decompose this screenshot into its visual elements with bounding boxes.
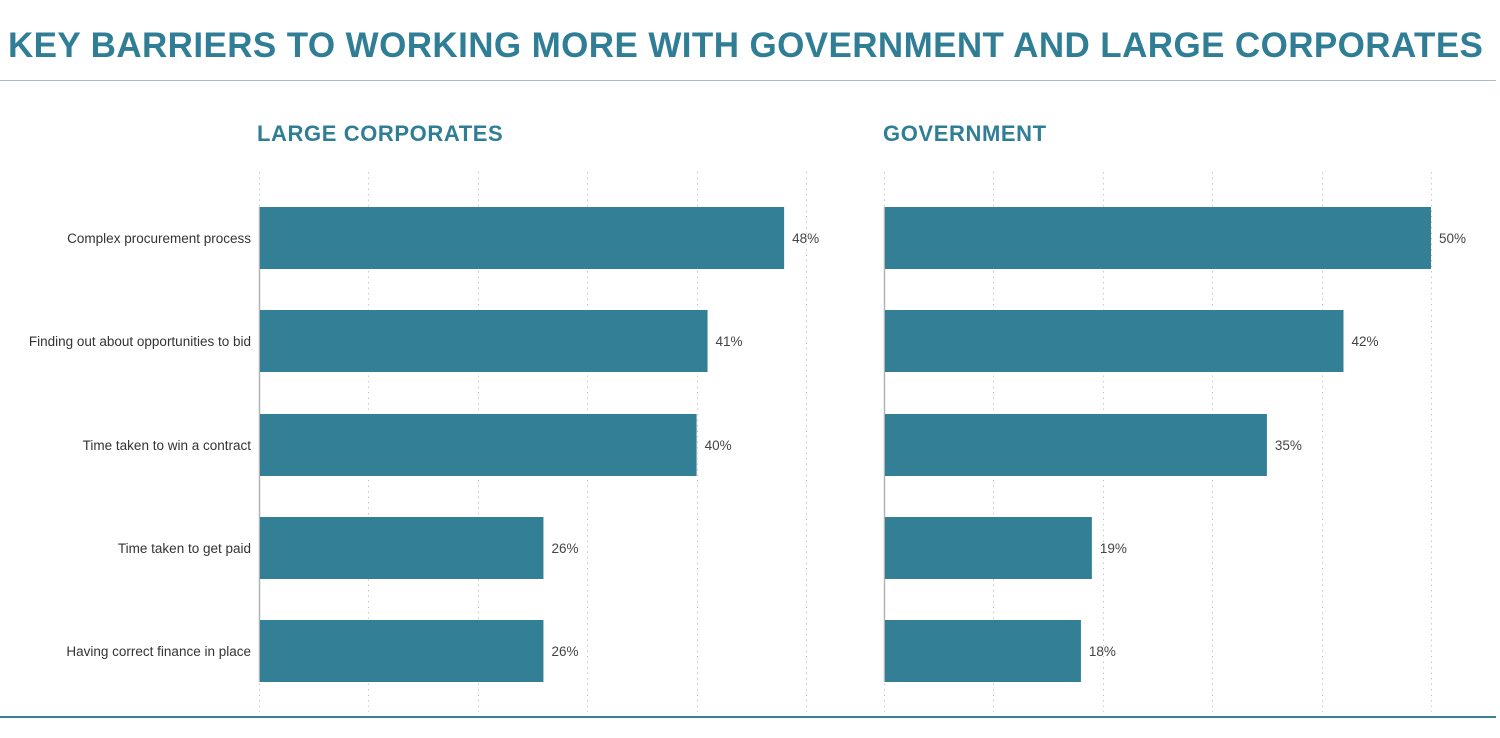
value-label: 26% — [551, 541, 578, 556]
category-label: Finding out about opportunities to bid — [29, 334, 251, 349]
panel-title-government: GOVERNMENT — [883, 121, 1047, 146]
bottom-divider — [0, 716, 1496, 718]
bar-government-4 — [885, 517, 1092, 579]
value-label: 19% — [1100, 541, 1127, 556]
value-label: 50% — [1439, 231, 1466, 246]
value-label: 35% — [1275, 438, 1302, 453]
title-divider — [0, 80, 1496, 81]
bar-large-corporates-4 — [260, 517, 544, 579]
bar-government-2 — [885, 310, 1344, 372]
bar-government-1 — [885, 207, 1431, 269]
value-label: 40% — [705, 438, 732, 453]
bar-large-corporates-1 — [260, 207, 785, 269]
bar-large-corporates-2 — [260, 310, 708, 372]
value-label: 26% — [551, 644, 578, 659]
panel-title-large-corporates: LARGE CORPORATES — [257, 121, 504, 146]
page-title: KEY BARRIERS TO WORKING MORE WITH GOVERN… — [8, 26, 1484, 65]
bar-large-corporates-5 — [260, 620, 544, 682]
category-label: Time taken to win a contract — [83, 438, 252, 453]
value-label: 41% — [716, 334, 743, 349]
category-label: Complex procurement process — [67, 231, 251, 246]
value-label: 48% — [792, 231, 819, 246]
bar-government-5 — [885, 620, 1081, 682]
category-label: Time taken to get paid — [118, 541, 251, 556]
value-label: 42% — [1351, 334, 1378, 349]
value-label: 18% — [1089, 644, 1116, 659]
category-label: Having correct finance in place — [66, 644, 251, 659]
bar-government-3 — [885, 414, 1267, 476]
bar-large-corporates-3 — [260, 414, 697, 476]
